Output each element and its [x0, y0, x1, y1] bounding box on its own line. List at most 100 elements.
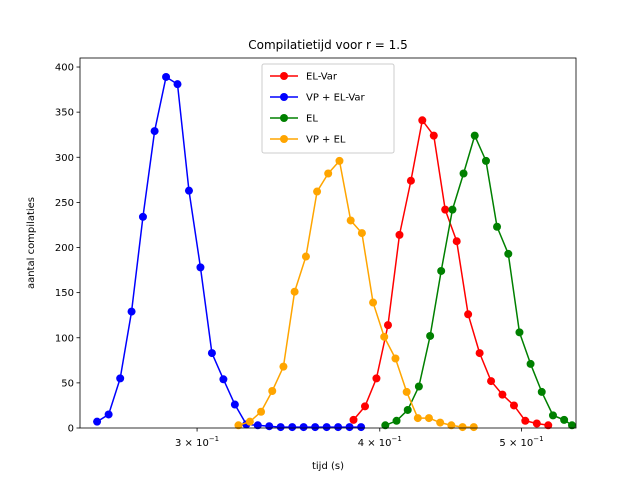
series-line — [385, 134, 573, 426]
data-point — [265, 422, 274, 431]
data-point — [173, 80, 182, 89]
y-tick-label: 400 — [55, 63, 74, 74]
chart-title: Compilatietijd voor r = 1.5 — [248, 38, 408, 52]
data-point — [162, 72, 171, 81]
data-point — [481, 156, 490, 165]
data-point — [452, 237, 461, 246]
data-point — [568, 421, 577, 430]
data-point — [288, 423, 297, 432]
legend-item: EL — [270, 114, 318, 125]
data-point — [196, 263, 205, 272]
data-point — [509, 401, 518, 410]
data-point — [184, 186, 193, 195]
data-point — [324, 169, 333, 178]
legend-label: EL-Var — [306, 72, 338, 83]
data-point — [418, 116, 427, 125]
data-point — [406, 176, 415, 185]
data-point — [219, 375, 228, 384]
legend-swatch-marker — [280, 114, 288, 122]
y-tick-label: 250 — [55, 198, 74, 209]
data-point — [504, 249, 513, 258]
series-2 — [381, 131, 577, 430]
data-point — [395, 230, 404, 239]
y-axis-label: aantal compilaties — [26, 197, 37, 289]
data-point — [346, 216, 355, 225]
data-point — [334, 423, 343, 432]
data-point — [369, 298, 378, 307]
x-tick-label: 4 × 10−1 — [358, 435, 402, 449]
data-point — [234, 421, 243, 430]
data-point — [402, 387, 411, 396]
data-point — [357, 423, 366, 432]
data-point — [150, 127, 159, 136]
data-point — [276, 423, 285, 432]
data-point — [448, 205, 457, 214]
data-point — [413, 414, 422, 423]
y-tick-label: 100 — [55, 333, 74, 344]
data-point — [253, 421, 262, 430]
y-tick-label: 300 — [55, 153, 74, 164]
legend-swatch-marker — [280, 135, 288, 143]
data-point — [372, 374, 381, 383]
legend-label: VP + EL-Var — [306, 93, 366, 104]
data-point — [470, 131, 479, 140]
data-point — [345, 423, 354, 432]
data-point — [322, 423, 331, 432]
data-point — [458, 423, 467, 432]
data-point — [548, 411, 557, 420]
y-tick-label: 0 — [68, 424, 74, 435]
data-point — [424, 414, 433, 423]
data-point — [391, 354, 400, 363]
plot-frame — [79, 57, 577, 429]
data-point — [521, 416, 530, 425]
data-point — [560, 415, 569, 424]
data-point — [257, 407, 266, 416]
data-point — [537, 387, 546, 396]
data-point — [207, 349, 216, 358]
x-tick-label: 3 × 10−1 — [175, 435, 219, 449]
data-point — [268, 387, 277, 395]
data-point — [357, 229, 366, 238]
data-point — [515, 328, 524, 337]
data-point — [230, 400, 239, 409]
data-point — [429, 131, 438, 140]
data-point — [93, 417, 102, 426]
series-3 — [234, 156, 478, 432]
data-point — [498, 390, 507, 399]
data-point — [335, 156, 344, 165]
x-axis-label: tijd (s) — [312, 461, 344, 472]
legend: EL-Var VP + EL-Var EL VP + EL — [261, 63, 395, 154]
legend-item: EL-Var — [270, 72, 338, 83]
data-point — [299, 423, 308, 432]
data-point — [526, 359, 535, 368]
data-point — [138, 212, 147, 221]
data-point — [459, 169, 468, 178]
data-point — [361, 402, 369, 411]
data-point — [403, 405, 412, 414]
legend-label: VP + EL — [306, 135, 346, 146]
y-tick-label: 350 — [55, 108, 74, 119]
legend-item: VP + EL — [270, 135, 346, 146]
data-point — [279, 362, 288, 371]
data-point — [104, 410, 113, 419]
data-point — [436, 418, 445, 427]
data-point — [469, 423, 478, 432]
y-axis: 0 50 100 150 200 250 300 350 400 — [55, 63, 80, 435]
series-line — [238, 160, 474, 428]
data-point — [349, 415, 358, 424]
x-axis: 3 × 10−1 4 × 10−1 5 × 10−1 — [175, 428, 544, 449]
data-point — [475, 349, 484, 358]
data-point — [383, 321, 392, 330]
data-point — [414, 382, 423, 391]
data-point — [426, 331, 435, 340]
data-point — [116, 374, 125, 383]
data-point — [447, 421, 456, 430]
data-point — [245, 417, 254, 426]
x-tick-label: 5 × 10−1 — [499, 435, 543, 449]
data-point — [311, 423, 320, 432]
data-point — [380, 332, 389, 341]
data-point — [313, 187, 322, 196]
legend-label: EL — [306, 114, 318, 125]
data-point — [532, 419, 541, 428]
